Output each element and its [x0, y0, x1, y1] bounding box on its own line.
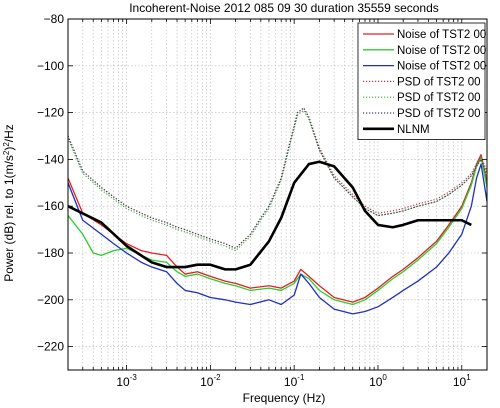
legend-label-3: PSD of TST2 00	[397, 76, 481, 88]
y-tick-labels: −80 −100 −120 −140 −160 −180 −200 −220	[37, 12, 64, 354]
x-tick-label: 10-3	[116, 373, 137, 389]
legend: Noise of TST2 00 Noise of TST2 00 Noise of…	[357, 22, 486, 140]
x-tick-exp: -1	[297, 373, 305, 382]
x-tick-label: 10-1	[284, 373, 305, 389]
y-tick-label: −80	[44, 12, 65, 26]
legend-label-1: Noise of TST2 00	[397, 45, 486, 57]
y-label-mid: )	[2, 147, 16, 151]
series-line-3	[68, 107, 487, 249]
x-tick-exp: -3	[130, 373, 138, 382]
series-line-1	[68, 156, 487, 306]
x-tick-exp: 0	[382, 373, 387, 382]
grid-lines	[67, 18, 488, 370]
x-tick-base: 10	[369, 375, 383, 389]
x-tick-exp: 1	[466, 373, 471, 382]
x-tick-label: 101	[453, 373, 471, 389]
y-tick-label: −120	[37, 106, 64, 120]
y-tick-label: −180	[37, 246, 64, 260]
legend-label-0: Noise of TST2 00	[397, 29, 486, 41]
chart-title: Incoherent-Noise 2012 085 09 30 duration…	[129, 1, 439, 15]
y-tick-label: −160	[37, 199, 64, 213]
y-axis-label: Power (dB) rel. to 1(m/s2)2/Hz	[2, 124, 17, 282]
y-tick-label: −220	[37, 340, 64, 354]
series-line-6	[68, 160, 472, 271]
y-label-sup1: 2	[2, 150, 11, 155]
y-tick-label: −200	[37, 293, 64, 307]
axis-ticks	[67, 18, 488, 370]
legend-label-6: NLNM	[397, 124, 430, 136]
legend-label-4: PSD of TST2 00	[397, 92, 481, 104]
x-tick-exp: -2	[213, 373, 221, 382]
legend-label-2: Noise of TST2 00	[397, 61, 486, 73]
x-tick-base: 10	[116, 375, 130, 389]
y-label-post: /Hz	[2, 124, 16, 142]
x-tick-base: 10	[453, 375, 467, 389]
legend-label-5: PSD of TST2 00	[397, 108, 481, 120]
x-tick-labels: 10-3 10-2 10-1 100 101	[116, 373, 471, 389]
y-tick-label: −100	[37, 59, 64, 73]
y-label-sup2: 2	[2, 142, 11, 147]
x-tick-base: 10	[284, 375, 298, 389]
series-line-2	[68, 163, 487, 315]
x-tick-label: 10-2	[200, 373, 221, 389]
axes-frame	[67, 18, 488, 371]
y-label-pre: Power (dB) rel. to 1(m/s	[2, 155, 16, 282]
series-line-0	[68, 154, 487, 303]
y-tick-label: −140	[37, 152, 64, 166]
series-line-4	[68, 109, 487, 252]
x-axis-label: Frequency (Hz)	[243, 391, 326, 405]
x-tick-base: 10	[200, 375, 214, 389]
x-tick-label: 100	[369, 373, 387, 389]
